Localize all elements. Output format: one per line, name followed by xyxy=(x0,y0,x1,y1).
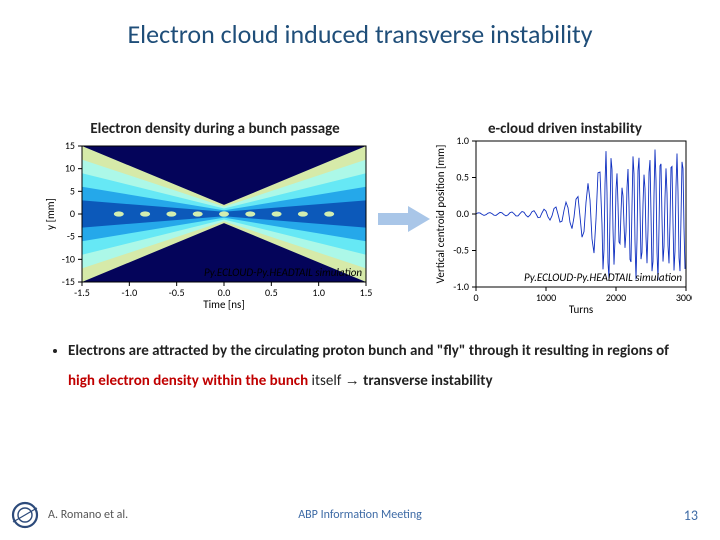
bullet-item: Electrons are attracted by the circulati… xyxy=(68,336,680,396)
svg-text:-15: -15 xyxy=(62,275,75,288)
svg-text:1.0: 1.0 xyxy=(312,286,325,299)
bullet-segment: Electrons are attracted by the circulati… xyxy=(68,342,669,360)
svg-text:Vertical centroid position [mm: Vertical centroid position [mm] xyxy=(434,145,447,284)
svg-text:Py.ECLOUD-Py.HEADTAIL simulati: Py.ECLOUD-Py.HEADTAIL simulation xyxy=(204,266,362,279)
svg-text:Py.ECLOUD-Py.HEADTAIL simulati: Py.ECLOUD-Py.HEADTAIL simulation xyxy=(524,271,682,284)
instability-figure: 0 1000 2000 3000 -1.0 -0.5 0.0 0.5 1.0 Turns Verti… xyxy=(432,135,692,315)
svg-text:y [mm]: y [mm] xyxy=(44,198,57,230)
density-figure: -1.5-1.0-0.50.00.51.01.5-15-10-5051015Ti… xyxy=(42,140,372,310)
author-text: A. Romano et al. xyxy=(48,508,248,522)
svg-text:1.0: 1.0 xyxy=(456,135,469,147)
instability-svg: 0 1000 2000 3000 -1.0 -0.5 0.0 0.5 1.0 Turns Verti… xyxy=(432,135,692,315)
bullet-segment: → xyxy=(345,372,360,389)
svg-text:-1.0: -1.0 xyxy=(121,286,137,299)
page-title: Electron cloud induced transverse instab… xyxy=(0,18,720,50)
svg-text:1.5: 1.5 xyxy=(360,286,372,299)
svg-text:Time [ns]: Time [ns] xyxy=(203,298,244,310)
svg-text:0: 0 xyxy=(70,207,75,220)
svg-text:-10: -10 xyxy=(62,252,75,265)
svg-text:-0.5: -0.5 xyxy=(169,286,185,299)
svg-text:-0.5: -0.5 xyxy=(453,244,469,257)
bullet-segment: itself xyxy=(308,372,345,390)
svg-text:3000: 3000 xyxy=(676,291,692,304)
page-number: 13 xyxy=(684,507,698,524)
arrow-icon xyxy=(378,206,430,232)
svg-text:10: 10 xyxy=(65,162,75,175)
svg-text:0.5: 0.5 xyxy=(456,171,469,184)
cern-logo-icon xyxy=(10,500,40,530)
slide: Electron cloud induced transverse instab… xyxy=(0,0,720,540)
svg-text:1000: 1000 xyxy=(536,291,556,304)
svg-text:0.5: 0.5 xyxy=(265,286,278,299)
svg-text:Turns: Turns xyxy=(569,303,593,315)
svg-text:-5: -5 xyxy=(67,230,75,243)
svg-text:0: 0 xyxy=(473,291,478,304)
density-svg: -1.5-1.0-0.50.00.51.01.5-15-10-5051015Ti… xyxy=(42,140,372,310)
bullet-segment: high electron density within the bunch xyxy=(68,372,308,390)
bullet-segment: transverse instability xyxy=(360,372,493,390)
footer: A. Romano et al. ABP Information Meeting… xyxy=(0,500,720,530)
subtitle-left: Electron density during a bunch passage xyxy=(70,120,360,138)
svg-text:-1.0: -1.0 xyxy=(453,280,469,293)
svg-text:2000: 2000 xyxy=(606,291,626,304)
svg-text:-1.5: -1.5 xyxy=(74,286,90,299)
svg-text:15: 15 xyxy=(65,140,75,152)
svg-text:5: 5 xyxy=(70,184,75,197)
svg-text:0.0: 0.0 xyxy=(456,207,469,220)
bullet-list: Electrons are attracted by the circulati… xyxy=(52,336,680,396)
